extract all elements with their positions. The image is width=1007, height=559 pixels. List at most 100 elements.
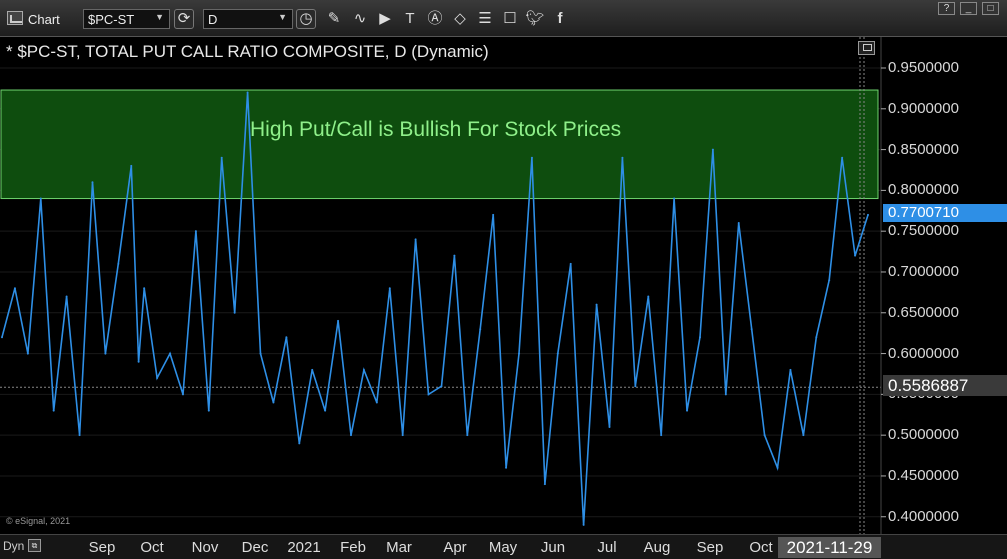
tick-label: 0.5000000 — [888, 426, 959, 444]
data-point — [530, 156, 533, 159]
data-point — [828, 279, 831, 282]
month-label: Jun — [540, 539, 566, 556]
data-point — [556, 352, 559, 355]
data-point — [608, 425, 611, 428]
interval-value: D — [208, 12, 218, 27]
data-point — [621, 156, 624, 159]
twitter-icon[interactable]: 🐦︎ — [525, 10, 545, 27]
data-point — [673, 197, 676, 200]
alert-icon[interactable]: Ⓐ — [427, 10, 443, 27]
data-point — [724, 393, 727, 396]
data-point — [181, 393, 184, 396]
chart-title: * $PC-ST, TOTAL PUT CALL RATIO COMPOSITE… — [6, 42, 489, 61]
tick-label: 0.7500000 — [888, 222, 959, 240]
chart-window-icon — [7, 11, 23, 25]
data-point — [324, 409, 327, 412]
text-tool-icon[interactable]: T — [405, 10, 415, 27]
window-title: Chart — [28, 12, 60, 27]
data-point — [337, 319, 340, 322]
data-point — [634, 385, 637, 388]
dynamic-icon[interactable]: ⧉ — [28, 539, 41, 552]
cursor-value-badge: 0.5586887 — [883, 375, 1007, 396]
interval-input[interactable]: D ▼ — [203, 9, 293, 29]
facebook-icon[interactable]: f — [557, 10, 563, 27]
data-point — [867, 213, 869, 216]
data-point — [492, 213, 495, 216]
bullish-zone — [0, 89, 879, 200]
data-point — [427, 393, 430, 396]
data-point — [26, 352, 29, 355]
data-point — [737, 222, 740, 225]
dyn-label: Dyn — [3, 539, 25, 553]
copyright: © eSignal, 2021 — [6, 516, 71, 526]
data-point — [698, 336, 701, 339]
data-point — [854, 254, 857, 257]
data-point — [1, 336, 3, 339]
data-point — [349, 434, 352, 437]
help-button[interactable]: ? — [938, 2, 955, 15]
data-point — [686, 409, 689, 412]
data-point — [711, 148, 714, 151]
month-label: Oct — [140, 539, 164, 556]
maximize-button[interactable]: □ — [982, 2, 999, 15]
month-label: Sep — [696, 539, 724, 556]
tick-label: 0.9500000 — [888, 59, 959, 76]
tick-label: 0.8500000 — [888, 140, 959, 158]
settings-icon[interactable]: ☰ — [478, 10, 492, 27]
tick-label: 0.4000000 — [888, 507, 959, 525]
tick-label: 0.9000000 — [888, 99, 959, 117]
tick-label: 0.8000000 — [888, 181, 959, 199]
data-point — [207, 409, 210, 412]
data-point — [259, 352, 262, 355]
eraser-icon[interactable]: ◇ — [454, 10, 466, 27]
line-tool-icon[interactable]: ∿ — [353, 10, 367, 27]
month-label: 2021 — [287, 539, 321, 556]
refresh-button[interactable]: ⟳ — [174, 9, 194, 29]
series-points — [1, 91, 869, 526]
data-point — [13, 287, 16, 290]
play-icon[interactable]: ▶ — [379, 10, 391, 27]
comment-icon[interactable]: ☐ — [503, 10, 517, 27]
data-point — [220, 156, 223, 159]
data-point — [78, 434, 81, 437]
data-point — [143, 287, 146, 290]
data-point — [802, 434, 805, 437]
data-point — [543, 483, 546, 486]
data-point — [130, 164, 133, 167]
data-point — [298, 442, 301, 445]
data-point — [117, 262, 120, 265]
symbol-input[interactable]: $PC-ST ▼ — [83, 9, 170, 29]
data-point — [518, 352, 521, 355]
data-point — [375, 401, 378, 404]
data-point — [388, 287, 391, 290]
pencil-icon[interactable]: ✎ — [327, 10, 341, 27]
clock-button[interactable]: ◷ — [296, 9, 316, 29]
current-value-badge: 0.7700710 — [883, 204, 1007, 222]
month-label: Sep — [88, 539, 116, 556]
data-point — [582, 523, 585, 526]
chevron-down-icon[interactable]: ▼ — [278, 12, 287, 22]
data-point — [233, 311, 236, 314]
tick-label: 0.7000000 — [888, 262, 959, 280]
data-point — [440, 385, 443, 388]
data-point — [750, 328, 753, 331]
data-point — [595, 303, 598, 306]
tick-label: 0.6000000 — [888, 344, 959, 362]
data-point — [52, 409, 55, 412]
data-point — [401, 434, 404, 437]
data-point — [414, 238, 417, 241]
chevron-down-icon[interactable]: ▼ — [155, 12, 164, 22]
month-label: Mar — [386, 539, 412, 556]
symbol-value: $PC-ST — [88, 12, 135, 27]
restore-window-button[interactable] — [858, 41, 875, 55]
minimize-button[interactable]: _ — [960, 2, 977, 15]
data-point — [285, 336, 288, 339]
data-point — [466, 434, 469, 437]
chart-canvas[interactable] — [0, 37, 1007, 534]
month-label: May — [488, 539, 518, 556]
month-label: Aug — [643, 539, 671, 556]
data-point — [789, 368, 792, 371]
data-point — [660, 434, 663, 437]
month-label: Nov — [191, 539, 219, 556]
data-point — [479, 328, 482, 331]
